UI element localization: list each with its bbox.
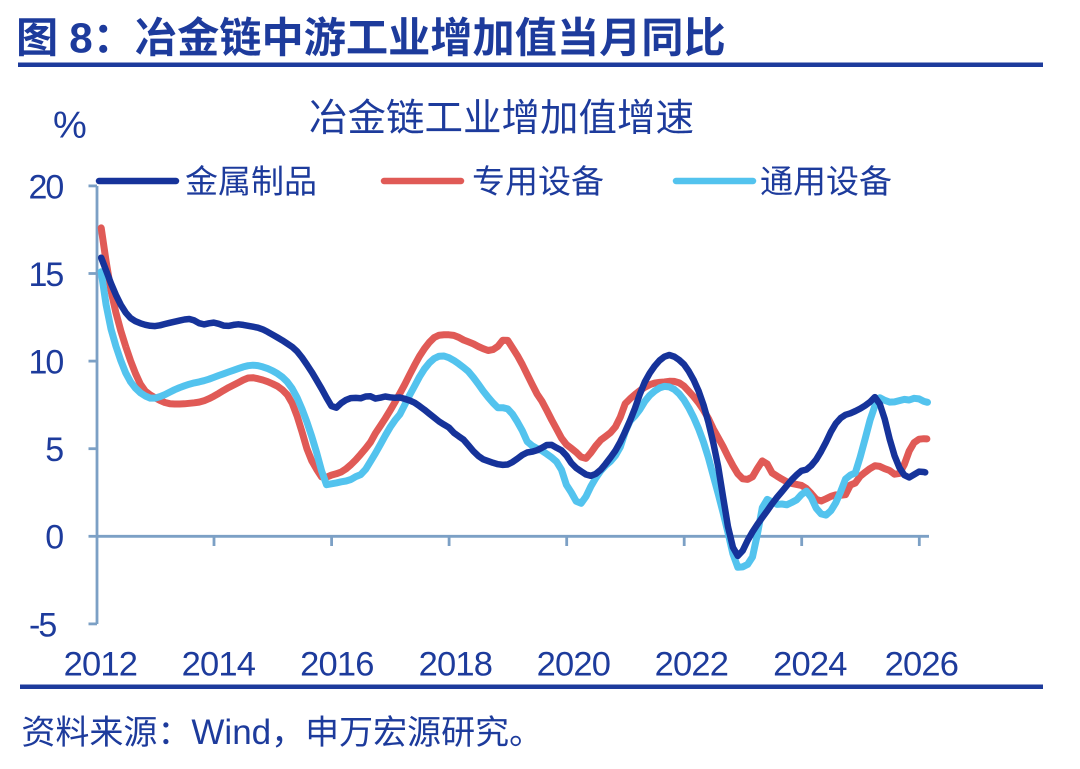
svg-text:%: % bbox=[53, 105, 87, 147]
svg-text:2020: 2020 bbox=[537, 646, 611, 684]
svg-text:2012: 2012 bbox=[64, 646, 138, 684]
svg-text:Wind: Wind bbox=[191, 713, 271, 752]
svg-text:20: 20 bbox=[29, 168, 64, 206]
svg-text:10: 10 bbox=[29, 344, 64, 382]
svg-text:2016: 2016 bbox=[300, 646, 374, 684]
svg-text:2024: 2024 bbox=[773, 646, 847, 684]
svg-text:2022: 2022 bbox=[655, 646, 729, 684]
svg-text:5: 5 bbox=[45, 431, 63, 469]
svg-text:-5: -5 bbox=[29, 606, 56, 644]
svg-text:15: 15 bbox=[29, 256, 64, 294]
svg-text:2014: 2014 bbox=[182, 646, 256, 684]
svg-text:2026: 2026 bbox=[885, 646, 959, 684]
svg-text:0: 0 bbox=[45, 519, 63, 557]
svg-text:2018: 2018 bbox=[419, 646, 493, 684]
